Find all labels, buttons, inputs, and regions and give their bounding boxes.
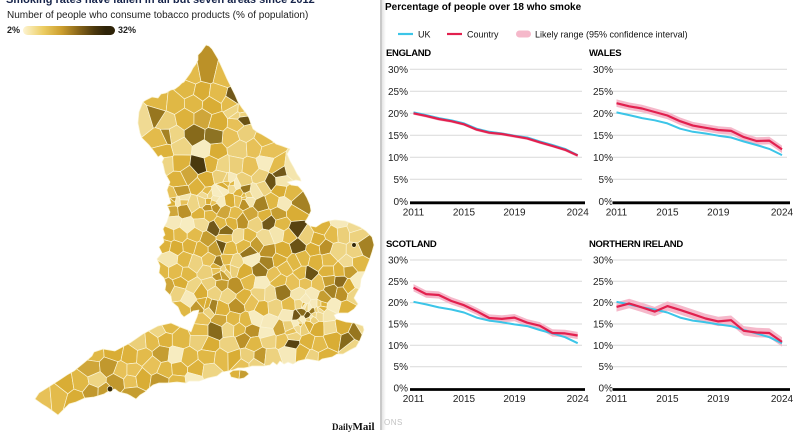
svg-text:15%: 15% [388, 131, 408, 142]
svg-text:2015: 2015 [453, 207, 476, 218]
svg-text:5%: 5% [599, 175, 614, 186]
svg-text:UK: UK [418, 30, 431, 40]
svg-text:NORTHERN IRELAND: NORTHERN IRELAND [589, 239, 683, 250]
svg-text:30%: 30% [593, 256, 613, 267]
svg-text:2019: 2019 [503, 207, 526, 218]
svg-text:WALES: WALES [589, 48, 621, 59]
svg-text:2011: 2011 [606, 394, 628, 405]
svg-text:2019: 2019 [707, 207, 730, 218]
svg-text:5%: 5% [394, 175, 409, 186]
svg-text:15%: 15% [593, 320, 613, 331]
svg-text:2024: 2024 [567, 207, 590, 218]
svg-text:2024: 2024 [771, 207, 794, 218]
svg-text:2019: 2019 [503, 394, 526, 405]
svg-text:10%: 10% [388, 341, 408, 352]
svg-text:ENGLAND: ENGLAND [386, 48, 431, 59]
svg-text:0%: 0% [599, 197, 614, 208]
svg-text:2011: 2011 [403, 394, 425, 405]
svg-text:15%: 15% [388, 320, 408, 331]
svg-text:2011: 2011 [606, 207, 628, 218]
svg-text:30%: 30% [388, 65, 408, 76]
svg-text:20%: 20% [388, 109, 408, 120]
svg-text:2024: 2024 [567, 394, 590, 405]
svg-text:5%: 5% [599, 362, 614, 373]
svg-text:0%: 0% [599, 384, 614, 395]
svg-text:0%: 0% [394, 197, 409, 208]
svg-text:25%: 25% [388, 87, 408, 98]
svg-text:30%: 30% [593, 65, 613, 76]
svg-text:2015: 2015 [656, 394, 679, 405]
svg-text:2019: 2019 [707, 394, 730, 405]
svg-text:SCOTLAND: SCOTLAND [386, 239, 437, 250]
svg-text:2015: 2015 [453, 394, 476, 405]
svg-text:10%: 10% [593, 341, 613, 352]
svg-text:15%: 15% [593, 131, 613, 142]
svg-text:Likely range (95% confidence i: Likely range (95% confidence interval) [535, 30, 688, 40]
svg-text:20%: 20% [593, 109, 613, 120]
svg-text:2011: 2011 [403, 207, 425, 218]
svg-text:0%: 0% [394, 384, 409, 395]
svg-text:25%: 25% [388, 277, 408, 288]
svg-text:2015: 2015 [656, 207, 679, 218]
svg-text:10%: 10% [388, 153, 408, 164]
svg-text:20%: 20% [593, 298, 613, 309]
svg-text:5%: 5% [394, 362, 409, 373]
svg-text:2024: 2024 [771, 394, 794, 405]
svg-text:25%: 25% [593, 277, 613, 288]
svg-text:20%: 20% [388, 298, 408, 309]
svg-text:10%: 10% [593, 153, 613, 164]
svg-text:Country: Country [467, 30, 499, 40]
svg-text:25%: 25% [593, 87, 613, 98]
svg-text:30%: 30% [388, 256, 408, 267]
